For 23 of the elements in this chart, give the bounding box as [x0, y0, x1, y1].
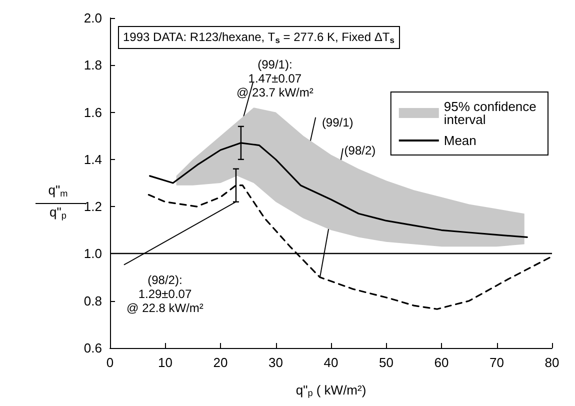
legend-label: 95% confidence interval: [444, 99, 540, 127]
x-tick-label: 50: [379, 355, 394, 370]
annotation: (98/2): [344, 143, 376, 158]
x-tick-label: 80: [544, 355, 560, 370]
x-tick-label: 0: [106, 355, 114, 370]
y-tick-label: 0.8: [84, 293, 102, 308]
y-tick-label: 0.6: [84, 340, 102, 356]
annotation: (99/1): [322, 115, 354, 130]
x-tick-label: 70: [490, 355, 504, 370]
y-tick-label: 1.4: [84, 152, 102, 167]
y-tick-label: 2.0: [84, 10, 102, 26]
legend-label: Mean: [444, 133, 476, 148]
y-tick-label: 1.0: [84, 246, 102, 262]
y-tick-label: 1.8: [84, 58, 102, 73]
x-tick-label: 10: [158, 355, 172, 370]
annotation: (98/2): 1.29±0.07 @ 22.8 kW/m²: [126, 272, 204, 315]
x-tick-label: 60: [434, 355, 449, 370]
y-tick-label: 1.2: [84, 199, 102, 214]
annotation: (99/1): 1.47±0.07 @ 23.7 kW/m²: [236, 57, 314, 100]
x-tick-label: 20: [213, 355, 228, 370]
y-tick-label: 1.6: [84, 104, 102, 120]
x-tick-label: 30: [268, 355, 283, 370]
x-tick-label: 40: [324, 355, 338, 370]
